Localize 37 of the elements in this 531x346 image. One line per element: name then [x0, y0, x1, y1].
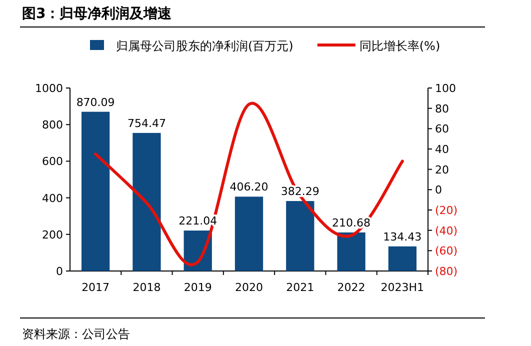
- y2-tick-label: 20: [435, 163, 449, 176]
- y-tick-label: 1000: [35, 82, 63, 95]
- y2-tick-label: (40): [435, 224, 458, 238]
- bar: [234, 196, 264, 271]
- legend-label: 归属母公司股东的净利润(百万元): [116, 39, 294, 53]
- y2-tick-label: (80): [435, 265, 458, 278]
- legend-label: 同比增长率(%): [359, 39, 440, 53]
- y-tick-label: 200: [42, 228, 63, 242]
- data-label: 406.20: [230, 180, 268, 194]
- text: 资料来源：公司公告: [22, 327, 130, 341]
- y2-tick-label: (60): [435, 244, 458, 258]
- bar: [82, 112, 110, 271]
- y-tick-label: 800: [42, 118, 63, 132]
- y-tick-label: 0: [56, 265, 63, 278]
- data-label: 870.09: [76, 96, 115, 109]
- y-tick-label: 600: [42, 155, 63, 168]
- bar: [286, 201, 314, 271]
- y2-tick-label: (20): [435, 204, 458, 217]
- y2-tick-label: 0: [435, 184, 442, 197]
- x-tick-label: 2018: [132, 281, 161, 294]
- y-tick-label: 400: [42, 192, 63, 205]
- x-tick-label: 2021: [286, 281, 314, 294]
- data-label: 134.43: [383, 230, 422, 244]
- x-tick-label: 2022: [337, 281, 366, 294]
- y2-tick-label: 60: [435, 122, 449, 136]
- y2-tick-label: 80: [435, 102, 449, 116]
- x-tick-label: 2020: [235, 281, 263, 294]
- x-tick-label: 2023H1: [380, 281, 424, 294]
- chart-title: 图3：归母净利润及增速: [22, 5, 173, 22]
- y2-tick-label: 40: [435, 143, 449, 156]
- bar: [337, 232, 366, 271]
- data-label: 754.47: [127, 116, 166, 130]
- x-tick-label: 2019: [184, 281, 212, 294]
- y2-tick-label: 100: [435, 82, 456, 95]
- x-tick-label: 2017: [82, 281, 110, 294]
- bar: [388, 246, 416, 271]
- bar: [132, 132, 161, 271]
